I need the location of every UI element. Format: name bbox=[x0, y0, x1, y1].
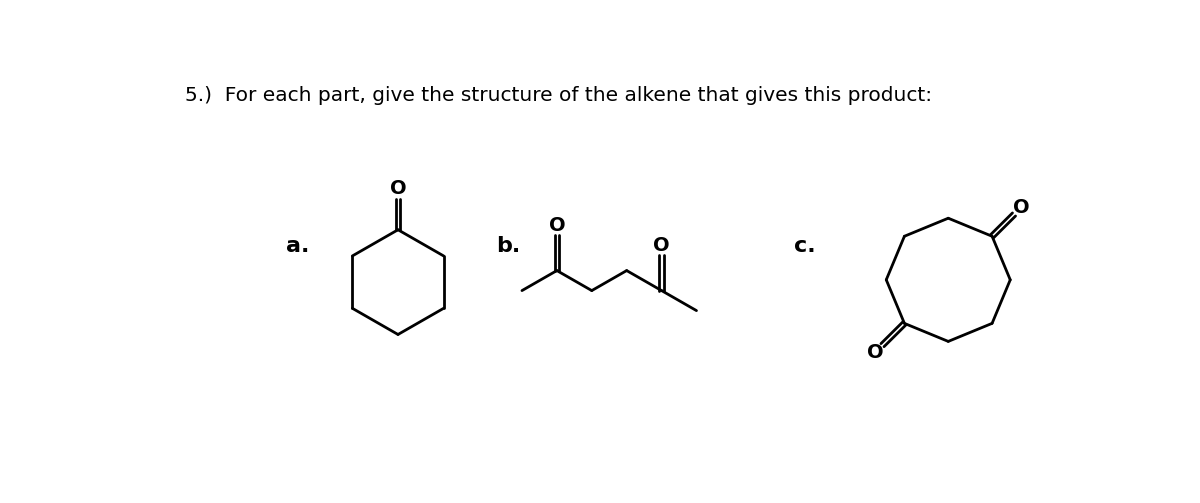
Text: O: O bbox=[868, 343, 883, 362]
Text: O: O bbox=[548, 216, 565, 235]
Text: c.: c. bbox=[794, 236, 816, 256]
Text: O: O bbox=[390, 180, 407, 199]
Text: O: O bbox=[653, 236, 670, 255]
Text: 5.)  For each part, give the structure of the alkene that gives this product:: 5.) For each part, give the structure of… bbox=[185, 86, 932, 105]
Text: a.: a. bbox=[286, 236, 308, 256]
Text: O: O bbox=[1013, 198, 1030, 217]
Text: b.: b. bbox=[496, 236, 520, 256]
